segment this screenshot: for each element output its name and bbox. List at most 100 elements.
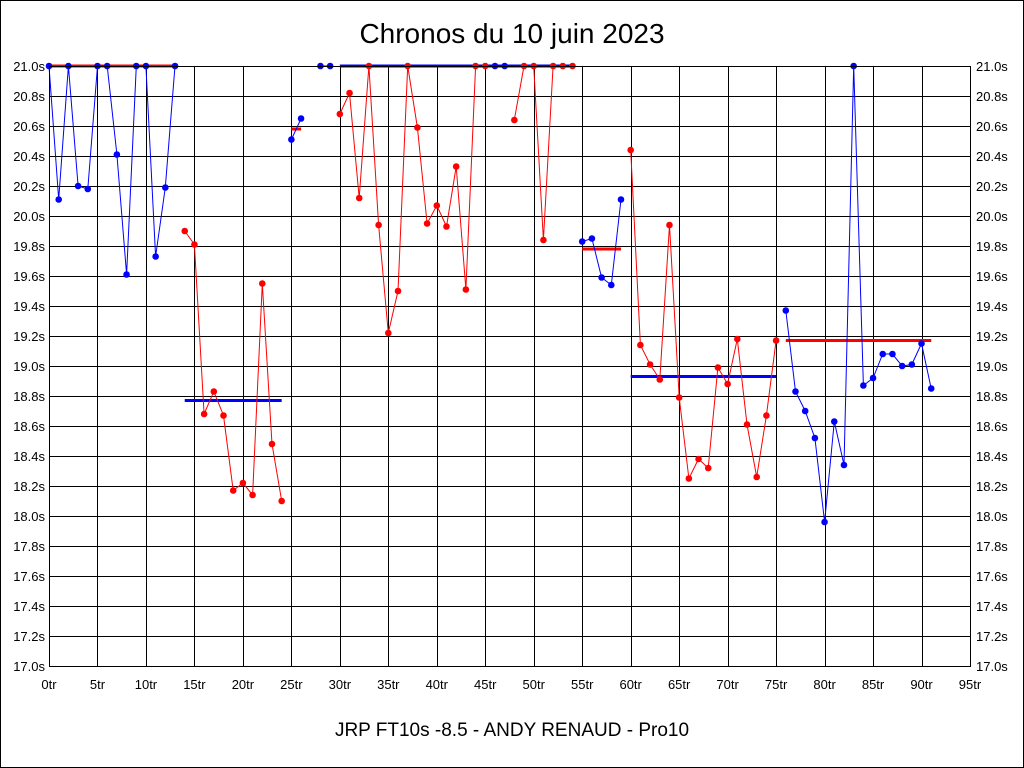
- data-point: [423, 220, 431, 227]
- y-tick-label-left: 17.0s: [13, 659, 45, 674]
- x-tick-label: 85tr: [862, 677, 885, 692]
- y-tick-label-left: 20.6s: [13, 119, 45, 134]
- data-point: [414, 124, 421, 131]
- plot-area: [49, 66, 971, 667]
- x-tick-label: 95tr: [959, 677, 982, 692]
- x-axis-labels: 0tr 5tr 10tr 15tr 20tr 25tr 30tr 35tr 40tr 45tr 50…: [41, 677, 981, 692]
- data-point: [637, 341, 644, 349]
- series-segment: [288, 115, 305, 143]
- x-tick-label: 5tr: [90, 677, 106, 692]
- series-segment: [336, 62, 479, 337]
- series-segment: [181, 227, 285, 505]
- y-tick-label-right: 19.2s: [976, 329, 1008, 344]
- data-point: [811, 434, 819, 442]
- series-segment: [578, 196, 625, 289]
- data-point: [375, 221, 382, 229]
- y-tick-label-right: 20.6s: [976, 119, 1008, 134]
- y-tick-label-right: 19.0s: [976, 359, 1008, 374]
- x-tick-label: 90tr: [910, 677, 933, 692]
- data-point: [918, 340, 925, 347]
- y-axis-labels: 17.0s 17.0s 17.2s 17.2s 17.4s 17.4s 17.6s 17.6s…: [13, 59, 1008, 674]
- y-tick-label-left: 20.0s: [13, 209, 45, 224]
- data-point: [55, 196, 62, 203]
- data-point: [433, 202, 441, 209]
- data-point: [889, 350, 896, 358]
- y-tick-label-right: 19.6s: [976, 269, 1008, 284]
- average-lines: [49, 64, 932, 402]
- y-tick-label-right: 18.0s: [976, 509, 1008, 524]
- x-tick-label: 80tr: [813, 677, 836, 692]
- data-point: [239, 479, 247, 487]
- data-point: [452, 163, 460, 170]
- data-point: [462, 286, 470, 293]
- data-point: [540, 236, 547, 244]
- y-tick-label-left: 17.4s: [13, 599, 45, 614]
- data-point: [772, 337, 780, 344]
- x-tick-label: 45tr: [474, 677, 497, 692]
- data-point: [511, 116, 518, 124]
- data-point: [763, 412, 770, 419]
- data-point: [162, 184, 169, 191]
- data-point: [666, 221, 673, 229]
- y-tick-label-right: 18.4s: [976, 449, 1008, 464]
- y-tick-label-left: 19.8s: [13, 239, 45, 254]
- data-point: [830, 418, 838, 425]
- y-tick-label-right: 18.8s: [976, 389, 1008, 404]
- x-tick-label: 50tr: [523, 677, 546, 692]
- data-point: [821, 518, 828, 526]
- data-point: [84, 185, 92, 193]
- data-point: [840, 461, 848, 469]
- data-point: [113, 151, 121, 158]
- y-tick-label-right: 20.8s: [976, 89, 1008, 104]
- y-tick-label-right: 17.0s: [976, 659, 1008, 674]
- data-point: [898, 362, 906, 370]
- data-point: [753, 473, 761, 481]
- data-point: [355, 194, 363, 202]
- x-tick-label: 10tr: [135, 677, 158, 692]
- y-tick-label-left: 18.6s: [13, 419, 45, 434]
- data-point: [627, 146, 634, 154]
- data-point: [152, 253, 159, 260]
- series-line: [290, 118, 302, 140]
- series: [45, 62, 935, 526]
- y-tick-label-left: 17.6s: [13, 569, 45, 584]
- grid: [49, 66, 971, 667]
- y-tick-label-left: 17.2s: [13, 629, 45, 644]
- data-point: [220, 412, 227, 419]
- data-point: [249, 491, 256, 499]
- data-point: [297, 115, 305, 122]
- y-tick-label-right: 18.6s: [976, 419, 1008, 434]
- data-point: [685, 475, 693, 482]
- series-line: [513, 65, 554, 241]
- chart-title: Chronos du 10 juin 2023: [359, 18, 665, 49]
- data-point: [704, 464, 712, 472]
- data-point: [229, 487, 237, 494]
- series-segment: [45, 62, 179, 278]
- y-tick-label-left: 19.0s: [13, 359, 45, 374]
- y-tick-label-left: 18.2s: [13, 479, 45, 494]
- data-point: [734, 335, 741, 343]
- x-tick-label: 60tr: [619, 677, 642, 692]
- x-tick-label: 15tr: [183, 677, 206, 692]
- y-tick-label-left: 21.0s: [13, 59, 45, 74]
- data-point: [724, 380, 731, 388]
- y-tick-label-right: 17.8s: [976, 539, 1008, 554]
- data-point: [200, 410, 208, 418]
- x-tick-label: 65tr: [668, 677, 691, 692]
- data-point: [123, 271, 130, 278]
- y-tick-label-right: 20.0s: [976, 209, 1008, 224]
- y-tick-label-right: 17.6s: [976, 569, 1008, 584]
- data-point: [181, 227, 189, 235]
- data-point: [394, 287, 402, 295]
- series-segment: [782, 62, 935, 526]
- data-point: [588, 235, 596, 242]
- data-point: [714, 364, 722, 371]
- data-point: [258, 280, 266, 287]
- data-point: [191, 241, 198, 248]
- data-point: [782, 307, 790, 314]
- x-tick-label: 0tr: [41, 677, 57, 692]
- data-point: [656, 376, 664, 383]
- data-point: [860, 382, 867, 389]
- y-tick-label-right: 20.2s: [976, 179, 1008, 194]
